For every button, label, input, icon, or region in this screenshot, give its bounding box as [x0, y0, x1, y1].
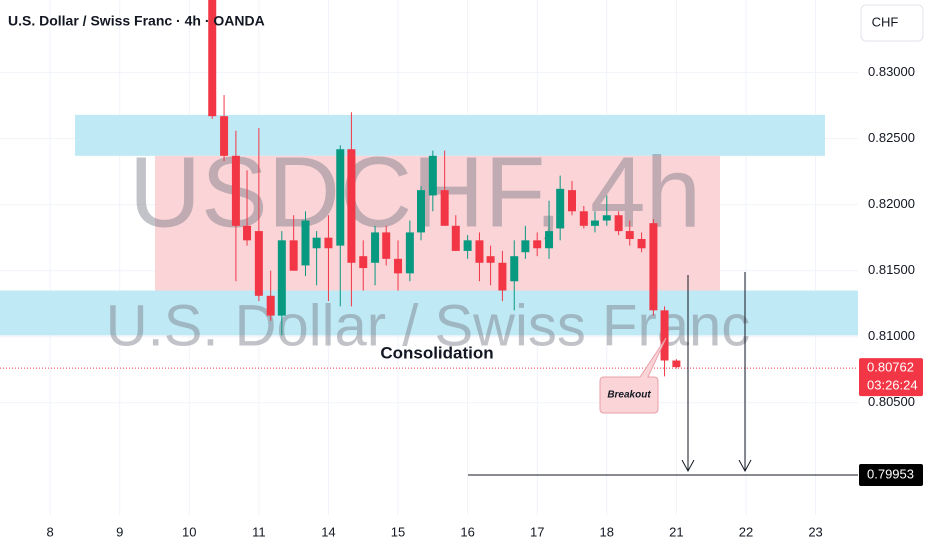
y-tick-label: 0.80500 [868, 394, 915, 409]
x-tick-label: 15 [391, 524, 405, 539]
candle-body [521, 240, 530, 253]
candle-body [324, 237, 333, 249]
candle-body [451, 225, 460, 251]
x-tick-label: 22 [739, 524, 753, 539]
chart-title: U.S. Dollar / Swiss Franc · 4h · OANDA [8, 13, 265, 29]
candle-body [556, 188, 565, 229]
zones [0, 114, 858, 336]
currency: CHF [872, 14, 899, 29]
axes: 0.80500 0.81000 0.81500 0.82000 0.82500 0.830… [46, 64, 923, 539]
zone [75, 114, 825, 156]
x-tick-label: 8 [46, 524, 53, 539]
x-tick-label: 17 [530, 524, 544, 539]
consolidation-label: Consolidation [380, 343, 493, 362]
candle-body [301, 220, 310, 266]
current-price-label: 0.80762 [867, 360, 914, 375]
candle-body [336, 149, 345, 246]
candle-body [405, 232, 414, 274]
candle-body [590, 220, 599, 226]
candle-body [382, 232, 391, 259]
candle-body [498, 262, 507, 291]
callout-box [599, 337, 667, 414]
candle-body [220, 116, 229, 156]
currency-box [860, 4, 924, 42]
candle-body [545, 231, 554, 249]
candle-body [533, 240, 542, 249]
candle-body [579, 211, 588, 226]
arrows [681, 272, 752, 473]
overlays [0, 367, 858, 476]
candle-body [649, 223, 658, 311]
candle-body [440, 190, 449, 226]
candle-body [394, 258, 403, 274]
candle-body [371, 232, 380, 263]
y-tick-label: 0.82000 [868, 196, 915, 211]
candle-body [428, 155, 437, 196]
candle-body [614, 215, 623, 232]
x-tick-label: 14 [321, 524, 335, 539]
candle-body [416, 190, 425, 233]
breakout-label: Breakout [607, 390, 651, 401]
candle-body [463, 240, 472, 251]
arrow-head [681, 459, 695, 473]
candle-body [289, 240, 298, 271]
candles [208, 0, 681, 377]
x-tick-label: 21 [669, 524, 683, 539]
candle-body [231, 155, 240, 226]
candle-body [602, 215, 611, 221]
x-tick-label: 23 [808, 524, 822, 539]
candle-body [637, 239, 646, 249]
candle-body [568, 190, 576, 212]
candle-body [625, 231, 634, 240]
candle-body [660, 310, 669, 361]
candle-body [277, 240, 286, 316]
countdown-label: 03:26:24 [867, 378, 918, 393]
candle-body [266, 295, 275, 316]
candle-body [254, 231, 263, 296]
x-tick-label: 9 [116, 524, 123, 539]
candle-body [243, 225, 252, 241]
candle-body [475, 240, 484, 263]
target-box [859, 463, 923, 486]
candle-body [510, 256, 519, 282]
current-price-box [859, 358, 923, 397]
x-tick-label: 11 [252, 524, 266, 539]
target-label: 0.79953 [867, 466, 914, 481]
zone [155, 155, 720, 291]
candle-body [208, 0, 217, 117]
x-tick-label: 16 [460, 524, 474, 539]
y-tick-label: 0.81500 [868, 262, 915, 277]
candle-body [312, 237, 321, 249]
x-tick-label: 18 [600, 524, 614, 539]
y-tick-label: 0.81000 [868, 328, 915, 343]
watermark-name: U.S. Dollar / Swiss Franc [106, 293, 751, 358]
y-tick-label: 0.82500 [868, 130, 915, 145]
x-tick-label: 10 [182, 524, 196, 539]
arrow-head [738, 459, 752, 473]
watermark-symbol: USDCHF, 4h [129, 136, 701, 248]
candle-body [359, 256, 368, 269]
y-tick-label: 0.83000 [868, 64, 915, 79]
candle-body [347, 149, 356, 263]
zone [0, 290, 858, 336]
breakout-callout: Breakout [599, 337, 667, 414]
candle-body [672, 360, 681, 368]
candle-body [486, 256, 495, 263]
